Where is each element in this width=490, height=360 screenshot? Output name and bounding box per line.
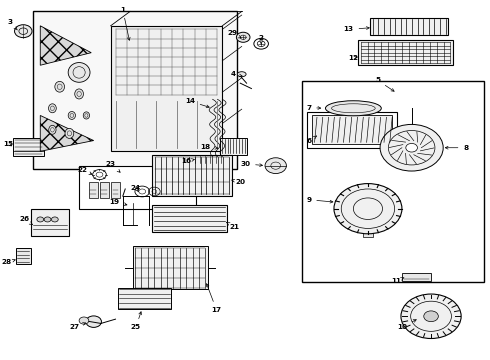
Text: 19: 19 (109, 198, 127, 206)
Bar (152, 155, 232, 196)
Bar (370, 18, 448, 35)
Bar (220, 138, 246, 155)
Text: 7: 7 (306, 104, 320, 111)
Bar (363, 232, 373, 237)
Text: 13: 13 (343, 26, 369, 32)
Bar (402, 273, 431, 281)
Ellipse shape (49, 104, 56, 113)
Text: 24: 24 (131, 185, 141, 192)
Text: 27: 27 (69, 323, 86, 330)
Text: 5: 5 (375, 77, 394, 91)
Circle shape (86, 316, 101, 327)
Polygon shape (40, 26, 91, 65)
Bar (132, 246, 208, 289)
Circle shape (79, 317, 89, 324)
Text: 10: 10 (397, 320, 416, 330)
Ellipse shape (55, 81, 65, 92)
Bar (193, 155, 222, 164)
Bar (312, 116, 392, 144)
Text: 6: 6 (306, 136, 317, 144)
Text: 15: 15 (3, 141, 14, 147)
Text: 23: 23 (106, 161, 120, 172)
Circle shape (236, 32, 250, 42)
Bar (111, 182, 120, 198)
Circle shape (265, 158, 286, 174)
Bar (358, 40, 453, 65)
Text: 22: 22 (77, 167, 92, 174)
Circle shape (424, 311, 439, 321)
Bar (89, 182, 98, 198)
Text: 2: 2 (259, 35, 264, 44)
Circle shape (406, 143, 417, 152)
Text: 18: 18 (200, 144, 218, 150)
Text: 30: 30 (240, 161, 263, 167)
Ellipse shape (49, 125, 56, 134)
Circle shape (401, 294, 461, 338)
Text: 28: 28 (1, 259, 15, 265)
Text: 21: 21 (226, 222, 240, 230)
Polygon shape (40, 116, 94, 151)
Bar (152, 205, 227, 232)
Text: 20: 20 (232, 179, 246, 185)
Circle shape (380, 125, 443, 171)
Ellipse shape (325, 101, 381, 116)
Circle shape (51, 217, 58, 222)
Text: 1: 1 (120, 6, 130, 40)
Bar (302, 81, 485, 282)
Bar (79, 166, 196, 209)
Text: 25: 25 (131, 312, 142, 330)
Text: 9: 9 (306, 197, 333, 203)
Text: 29: 29 (227, 30, 241, 38)
Text: 26: 26 (19, 216, 32, 225)
Text: 4: 4 (230, 71, 242, 77)
Ellipse shape (68, 63, 90, 82)
Bar (16, 248, 30, 264)
Circle shape (44, 217, 51, 222)
Circle shape (37, 217, 44, 222)
Text: 3: 3 (8, 19, 17, 30)
Bar (111, 26, 222, 151)
Text: 12: 12 (348, 55, 358, 61)
Bar (100, 182, 109, 198)
Text: 11: 11 (391, 278, 404, 284)
Text: 8: 8 (445, 145, 468, 151)
Circle shape (15, 25, 32, 38)
Bar (118, 288, 172, 309)
Text: 16: 16 (181, 158, 195, 165)
Ellipse shape (83, 112, 90, 119)
Ellipse shape (75, 89, 83, 99)
Bar (30, 209, 70, 235)
Ellipse shape (65, 129, 74, 138)
Ellipse shape (68, 112, 75, 120)
Circle shape (334, 184, 402, 234)
Text: 14: 14 (185, 98, 209, 108)
Ellipse shape (237, 72, 246, 77)
Bar (33, 12, 237, 169)
Text: 17: 17 (206, 284, 221, 313)
Bar (307, 112, 397, 148)
Bar (13, 138, 44, 156)
